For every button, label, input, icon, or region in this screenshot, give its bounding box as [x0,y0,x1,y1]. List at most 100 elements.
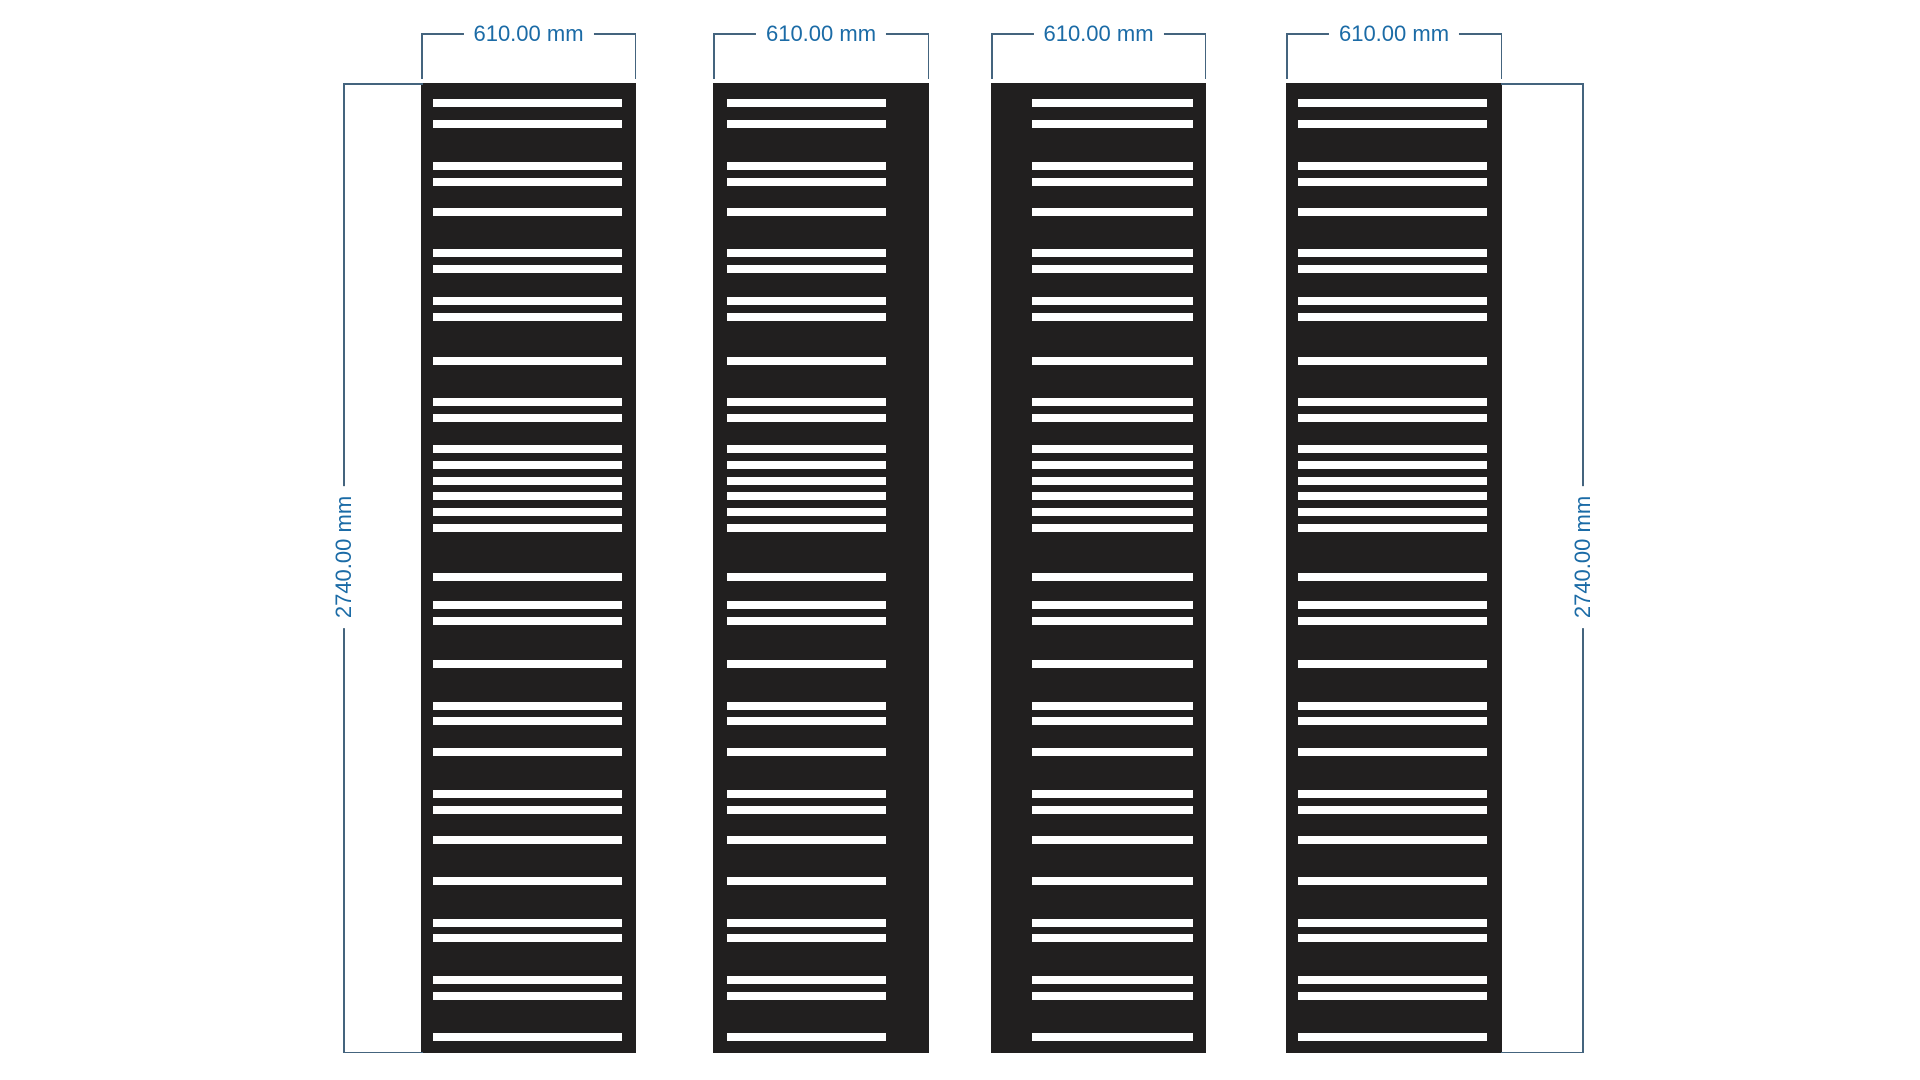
slat-cutout [1298,476,1487,485]
slat-cutout [1032,934,1193,942]
slat-cutout [433,265,622,273]
slat-cutout [433,573,622,581]
slat-cutout [1032,507,1193,516]
slat-cutout [1298,524,1487,532]
slat-cutout [727,476,886,485]
slat-cutout [433,991,622,1000]
panel-3[interactable] [991,83,1206,1053]
slat-cutout [1032,1033,1193,1041]
slat-cutout [727,524,886,532]
slat-cutout [1032,313,1193,321]
slat-cutout [1298,120,1487,128]
panel-2[interactable] [713,83,929,1053]
slat-cutout [1298,991,1487,1000]
slat-cutout [433,161,622,170]
slat-cutout [1298,975,1487,984]
width-dim-ext-right [1204,33,1206,79]
slat-cutout [727,120,886,128]
slat-cutout [433,524,622,532]
slat-cutout [1032,877,1193,885]
slat-cutout [433,208,622,216]
slat-cutout [433,1033,622,1041]
left-height-dim-ext-bottom [343,1051,423,1053]
panel-1[interactable] [421,83,636,1053]
slat-cutout [1032,249,1193,257]
slat-cutout [727,461,886,469]
slat-cutout [433,601,622,609]
slat-cutout [433,177,622,186]
slat-cutout [727,991,886,1000]
slat-cutout [1298,398,1487,406]
slat-cutout [727,701,886,710]
slat-cutout [1298,249,1487,257]
slat-cutout [727,601,886,609]
slat-cutout [1298,356,1487,365]
slat-cutout [1298,492,1487,500]
slat-cutout [433,975,622,984]
slat-cutout [1298,1033,1487,1041]
slat-cutout [727,296,886,305]
slat-cutout [1298,161,1487,170]
slat-cutout [727,313,886,321]
slat-cutout [433,701,622,710]
width-dimension-label: 610.00 mm [1328,21,1460,47]
slat-cutout [1032,445,1193,453]
width-dim-ext-left [991,33,993,79]
slat-cutout [433,660,622,668]
slat-cutout [1298,790,1487,798]
slat-cutout [1298,934,1487,942]
slat-cutout [1032,805,1193,814]
slat-cutout [1032,265,1193,273]
slat-cutout [727,1033,886,1041]
right-height-dim-ext-bottom [1500,1051,1584,1053]
slat-cutout [727,573,886,581]
slat-cutout [1298,616,1487,625]
slat-cutout [1298,573,1487,581]
slat-cutout [433,616,622,625]
slat-cutout [1298,98,1487,107]
panel-4[interactable] [1286,83,1502,1053]
slat-cutout [727,616,886,625]
slat-cutout [433,414,622,422]
slat-cutout [1032,748,1193,756]
slat-cutout [727,805,886,814]
slat-cutout [1032,975,1193,984]
slat-cutout [433,120,622,128]
left-height-dim-ext-top [343,83,423,85]
slat-cutout [1032,461,1193,469]
slat-cutout [1298,748,1487,756]
width-dim-ext-left [713,33,715,79]
slat-cutout [433,918,622,927]
slat-cutout [433,805,622,814]
slat-cutout [1032,414,1193,422]
slat-cutout [727,98,886,107]
slat-cutout [1298,836,1487,844]
slat-cutout [1032,918,1193,927]
slat-cutout [1298,461,1487,469]
width-dim-ext-left [421,33,423,79]
slat-cutout [1298,414,1487,422]
slat-cutout [1298,507,1487,516]
slat-cutout [1298,660,1487,668]
slat-cutout [1032,716,1193,725]
slat-cutout [433,877,622,885]
slat-cutout [1032,524,1193,532]
slat-cutout [727,877,886,885]
slat-cutout [433,748,622,756]
slat-cutout [433,461,622,469]
slat-cutout [727,790,886,798]
slat-cutout [1032,398,1193,406]
slat-cutout [1298,265,1487,273]
slat-cutout [727,918,886,927]
slat-cutout [1298,701,1487,710]
slat-cutout [1298,445,1487,453]
width-dimension-label: 610.00 mm [755,21,887,47]
slat-cutout [433,398,622,406]
slat-cutout [727,492,886,500]
slat-cutout [1032,98,1193,107]
slat-cutout [433,296,622,305]
slat-cutout [727,507,886,516]
slat-cutout [727,161,886,170]
slat-cutout [727,934,886,942]
